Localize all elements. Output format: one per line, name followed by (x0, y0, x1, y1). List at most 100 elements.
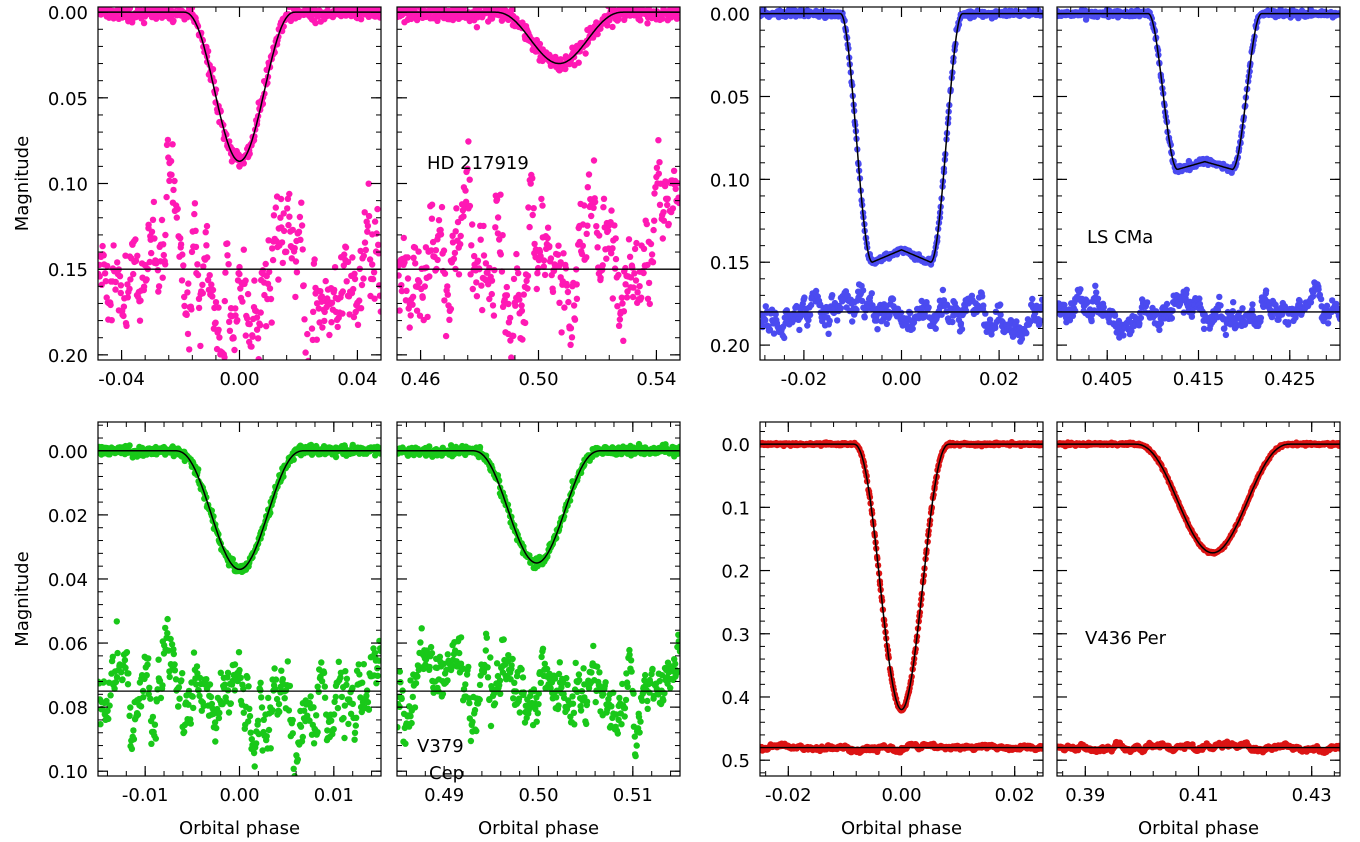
residual-point (651, 190, 658, 197)
x-tick-label: 0.00 (219, 785, 259, 806)
residual-point (487, 722, 495, 730)
residual-point (480, 222, 487, 230)
residual-point (397, 679, 404, 686)
residual-point (465, 138, 472, 145)
residual-point (330, 726, 337, 733)
residual-point (351, 275, 359, 283)
residual-point (221, 354, 228, 360)
data-point (597, 25, 604, 32)
y-tick-label: 0.15 (48, 260, 88, 281)
residual-point (650, 226, 657, 234)
x-tick-label: 0.405 (1081, 369, 1133, 390)
residual-point (503, 283, 510, 291)
residual-point (297, 723, 305, 730)
residual-point (342, 668, 349, 675)
residual-point (369, 275, 377, 283)
residual-point (418, 625, 425, 632)
residual-point (997, 301, 1004, 308)
y-tick-label: 0.10 (710, 170, 750, 191)
residual-point (349, 684, 356, 691)
residual-point (300, 282, 307, 289)
residual-point (176, 695, 183, 702)
residual-point (265, 237, 272, 244)
residual-point (167, 635, 174, 643)
residual-point (423, 647, 430, 654)
residual-point (339, 288, 346, 295)
residual-point (371, 295, 378, 302)
residual-point (669, 205, 677, 212)
residual-point (608, 207, 615, 214)
residual-point (244, 315, 251, 322)
residual-point (99, 242, 106, 250)
residual-point (112, 678, 120, 686)
residual-point (484, 664, 491, 671)
residual-point (301, 316, 308, 323)
residual-point (409, 293, 417, 300)
residual-point (185, 280, 192, 287)
residual-point (421, 283, 428, 290)
residual-point (371, 218, 379, 225)
residual-point (411, 704, 419, 711)
residual-point (162, 261, 169, 268)
residual-point (452, 228, 459, 235)
residual-point (155, 656, 162, 663)
residual-point (519, 336, 526, 343)
residual-point (199, 281, 206, 288)
residual-point (184, 330, 192, 338)
residual-point (664, 201, 671, 209)
residual-point (604, 227, 612, 234)
residual-point (434, 256, 441, 264)
residual-point (469, 285, 476, 293)
residual-point (516, 296, 523, 303)
residual-point (279, 676, 286, 683)
data-point (422, 1, 428, 7)
residual-point (180, 262, 187, 269)
data-point (332, 453, 340, 461)
residual-point (457, 634, 465, 641)
residual-point (98, 721, 104, 728)
residual-point (620, 337, 627, 344)
residual-point (174, 205, 181, 213)
residual-point (640, 245, 648, 252)
residual-point (352, 722, 359, 729)
residual-point (305, 367, 311, 373)
residual-point (230, 335, 237, 342)
residual-point (188, 306, 195, 313)
residual-point (315, 688, 322, 696)
residual-point (239, 298, 246, 305)
residual-point (269, 707, 276, 714)
residual-point (358, 281, 366, 289)
residual-point (364, 699, 372, 706)
residual-point (189, 693, 196, 700)
residual-point (661, 182, 669, 190)
residual-point (120, 303, 128, 310)
residual-point (222, 269, 229, 276)
residual-point (103, 697, 110, 705)
residual-point (294, 775, 297, 776)
residual-point (409, 301, 416, 308)
residual-point (213, 724, 220, 732)
residual-point (171, 667, 179, 674)
residual-point (375, 657, 381, 664)
residual-point (468, 242, 475, 249)
residual-point (119, 676, 126, 683)
residual-point (114, 259, 121, 266)
residual-point (204, 254, 211, 261)
residual-point (826, 317, 833, 325)
residual-point (242, 332, 249, 339)
residual-point (159, 682, 166, 689)
residual-point (442, 332, 450, 340)
residual-point (859, 287, 867, 294)
residual-point (522, 319, 529, 327)
y-tick-label: 0.15 (710, 253, 750, 274)
residual-point (404, 275, 412, 282)
residual-point (455, 271, 463, 278)
residual-point (408, 719, 415, 727)
residual-point (171, 177, 178, 185)
residual-point (155, 288, 162, 295)
residual-point (958, 325, 966, 333)
residual-point (236, 666, 243, 674)
residual-point (126, 712, 133, 719)
residual-point (490, 312, 498, 319)
residual-point (341, 702, 348, 709)
